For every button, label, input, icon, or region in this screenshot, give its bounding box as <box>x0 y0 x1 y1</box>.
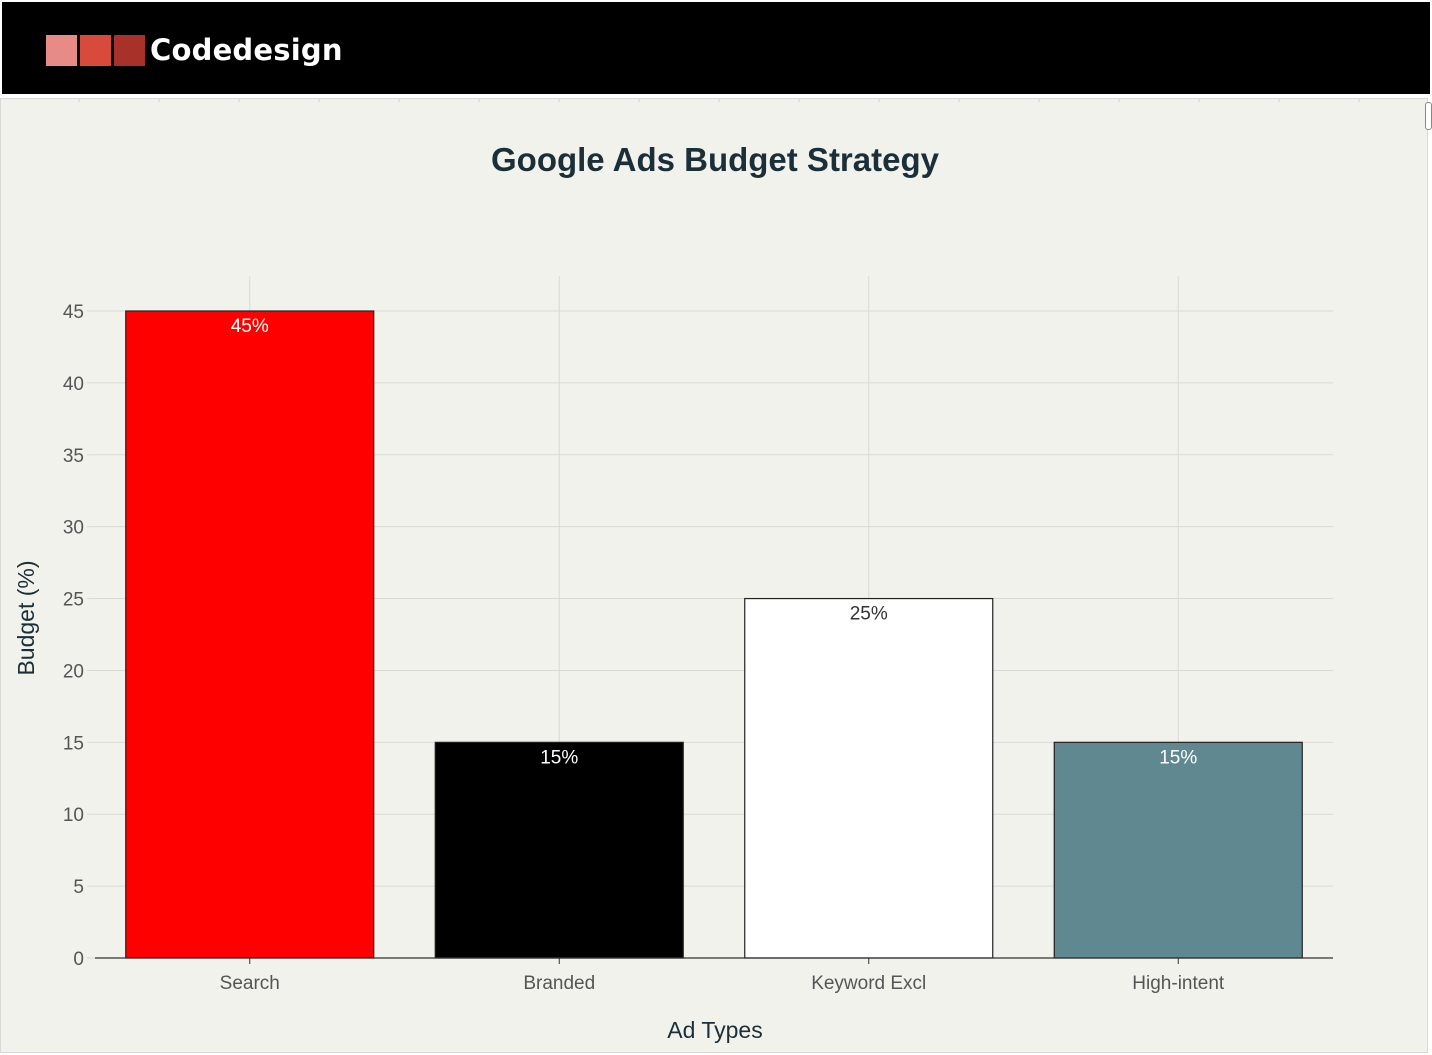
chart-title: Google Ads Budget Strategy <box>491 141 940 178</box>
bar-data-label: 45% <box>231 316 269 337</box>
logo-square-dark <box>114 34 145 66</box>
bar-keyword-excl <box>744 597 994 959</box>
logo-square-medium <box>80 34 111 66</box>
y-tick-label: 0 <box>73 949 84 970</box>
x-tick-label: High-intent <box>1132 973 1225 994</box>
bar-data-label: 15% <box>540 747 578 768</box>
y-tick-label: 45 <box>63 302 84 323</box>
brand-name: Codedesign <box>150 33 343 67</box>
bar-search <box>125 310 375 959</box>
y-tick-label: 25 <box>63 590 84 611</box>
x-tick-label: Branded <box>523 973 595 994</box>
x-tick-label: Search <box>220 973 280 994</box>
scroll-handle[interactable] <box>1425 102 1432 130</box>
codedesign-logo[interactable]: Codedesign <box>46 33 343 67</box>
y-tick-label: 10 <box>63 805 84 826</box>
bar-data-label: 25% <box>850 604 888 625</box>
y-tick-label: 30 <box>63 518 84 539</box>
bar-high-intent <box>1053 741 1303 959</box>
x-tick-label: Keyword Excl <box>811 973 926 994</box>
bar-chart: Google Ads Budget Strategy 0 5 10 15 20 25 30 35… <box>13 99 1360 1043</box>
bar-branded <box>434 741 684 959</box>
y-tick-label: 40 <box>63 374 84 395</box>
y-tick-label: 5 <box>73 877 84 898</box>
x-axis-title: Ad Types <box>667 1017 762 1043</box>
y-tick-label: 15 <box>63 733 84 754</box>
y-tick-label: 35 <box>63 446 84 467</box>
y-axis-title: Budget (%) <box>13 560 39 675</box>
y-tick-label: 20 <box>63 661 84 682</box>
logo-square-light <box>46 34 77 66</box>
chart-container: Google Ads Budget Strategy 0 5 10 15 20 25 30 35… <box>0 98 1428 1053</box>
bar-data-label: 15% <box>1159 747 1197 768</box>
site-header: Codedesign <box>2 2 1430 94</box>
